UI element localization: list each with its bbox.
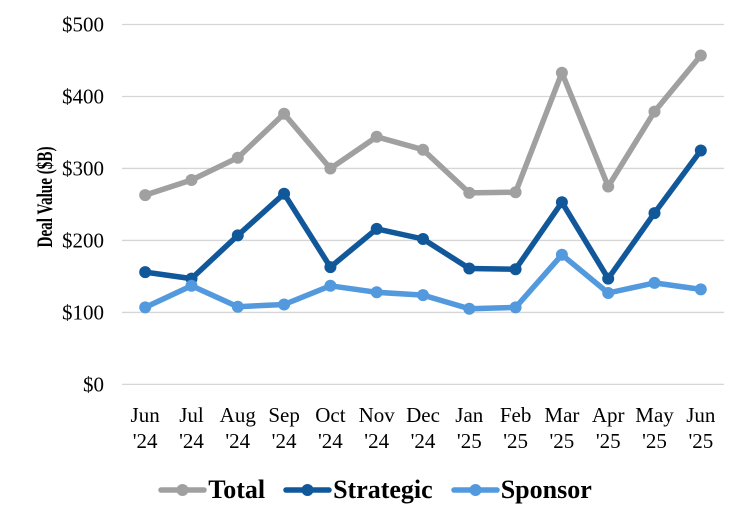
x-tick-label-year: '24 (133, 429, 158, 450)
x-tick-label-year: '24 (364, 429, 389, 450)
data-point-marker (694, 283, 707, 296)
data-point-marker (139, 301, 152, 314)
y-tick-label: $400 (62, 84, 104, 108)
strategic-line-marker-icon (283, 484, 332, 496)
data-point-marker (139, 189, 152, 202)
legend-label-total: Total (208, 475, 266, 504)
data-point-marker (324, 162, 337, 175)
x-tick-label-year: '25 (503, 429, 528, 450)
y-tick-label: $500 (62, 13, 104, 37)
x-tick-label-year: '25 (688, 429, 713, 450)
data-point-marker (370, 222, 383, 235)
data-point-marker (139, 266, 152, 279)
data-point-marker (370, 286, 383, 299)
x-tick-label-month: Nov (359, 403, 396, 427)
data-point-marker (602, 272, 615, 285)
x-tick-label-year: '24 (318, 429, 343, 450)
y-tick-label: $100 (62, 300, 104, 324)
legend-item-total: Total (158, 477, 265, 503)
data-point-marker (694, 144, 707, 157)
x-tick-label-month: Apr (592, 403, 625, 427)
x-tick-label-month: Dec (406, 403, 440, 427)
data-point-marker (555, 196, 568, 209)
data-point-marker (231, 151, 244, 164)
data-point-marker (463, 302, 476, 315)
data-point-marker (417, 233, 429, 245)
legend-item-strategic: Strategic (283, 477, 433, 503)
data-point-marker (278, 298, 291, 311)
chart-plot-area: $0$100$200$300$400$500 Jun'24Jul'24Aug'2… (32, 13, 724, 450)
data-point-marker (509, 263, 522, 276)
series-sponsor (139, 248, 707, 315)
x-tick-label-year: '25 (550, 429, 575, 450)
data-point-marker (463, 262, 476, 275)
legend-label-strategic: Strategic (333, 475, 433, 504)
x-axis-tick-labels: Jun'24Jul'24Aug'24Sep'24Oct'24Nov'24Dec'… (131, 403, 716, 450)
data-point-marker (417, 143, 429, 156)
data-point-marker (324, 261, 337, 274)
y-tick-label: $300 (62, 156, 104, 180)
x-tick-label-year: '25 (596, 429, 621, 450)
data-point-marker (324, 279, 337, 292)
x-tick-label-month: Aug (220, 403, 257, 427)
y-tick-label: $0 (83, 372, 104, 396)
series-total (139, 49, 707, 202)
y-tick-label: $200 (62, 228, 104, 252)
x-tick-label-month: Jun (686, 403, 716, 427)
data-point-marker (602, 287, 615, 299)
data-point-marker (231, 229, 244, 242)
data-point-marker (231, 300, 244, 313)
data-point-marker (648, 207, 661, 220)
data-point-marker (185, 279, 198, 292)
x-tick-label-month: Oct (315, 403, 345, 427)
data-point-marker (694, 49, 707, 62)
x-tick-label-month: May (635, 403, 674, 427)
series-line (142, 52, 704, 198)
x-tick-label-year: '24 (411, 429, 436, 450)
series-lines (139, 49, 707, 315)
data-point-marker (555, 66, 568, 79)
data-point-marker (370, 130, 383, 143)
data-point-marker (648, 276, 661, 289)
x-tick-label-month: Jan (455, 403, 483, 427)
x-tick-label-year: '24 (179, 429, 204, 450)
legend: Total Strategic Sponsor (0, 477, 750, 503)
x-tick-label-month: Feb (500, 403, 532, 427)
data-point-marker (185, 174, 198, 186)
total-line-marker-icon (158, 484, 207, 496)
y-axis-title: Deal Value ($B) (32, 147, 57, 248)
data-point-marker (463, 186, 476, 199)
data-point-marker (555, 248, 568, 261)
data-point-marker (278, 187, 291, 200)
data-point-marker (417, 289, 429, 302)
data-point-marker (602, 180, 615, 193)
x-tick-label-month: Sep (268, 403, 300, 427)
data-point-marker (509, 301, 522, 314)
legend-item-sponsor: Sponsor (450, 475, 592, 504)
data-point-marker (509, 186, 522, 199)
x-tick-label-year: '24 (272, 429, 297, 450)
data-point-marker (278, 107, 291, 120)
data-point-marker (648, 105, 661, 118)
x-tick-label-month: Jul (179, 403, 204, 427)
x-tick-label-month: Jun (131, 403, 161, 427)
series-strategic (139, 144, 707, 285)
legend-label-sponsor: Sponsor (500, 475, 592, 504)
x-tick-label-year: '25 (457, 429, 482, 450)
gridlines (122, 23, 724, 386)
sponsor-line-marker-icon (450, 484, 500, 496)
x-tick-label-year: '24 (225, 429, 250, 450)
x-tick-label-month: Mar (544, 403, 579, 427)
y-axis-tick-labels: $0 $100 $200 $300 $400 $500 (62, 13, 104, 397)
x-tick-label-year: '25 (642, 429, 667, 450)
